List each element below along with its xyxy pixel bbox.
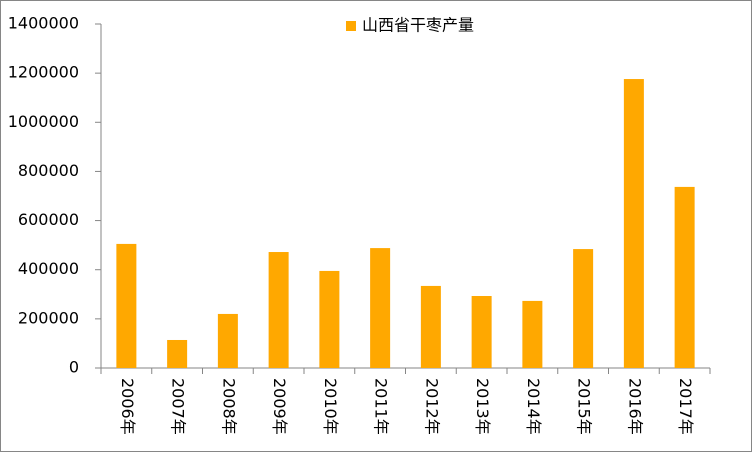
x-tick-label: 2016年 bbox=[625, 378, 644, 435]
bar bbox=[167, 339, 188, 368]
x-tick-label: 2007年 bbox=[169, 378, 188, 435]
y-tick-label: 0 bbox=[69, 358, 79, 377]
x-tick-label: 2006年 bbox=[118, 378, 137, 435]
x-tick-label: 2008年 bbox=[219, 378, 238, 435]
y-tick-label: 1000000 bbox=[8, 112, 79, 131]
x-tick-label: 2014年 bbox=[524, 378, 543, 435]
bar bbox=[522, 300, 543, 368]
bar bbox=[370, 248, 391, 368]
bar bbox=[674, 186, 695, 368]
y-tick-label: 1400000 bbox=[8, 14, 79, 33]
legend-label: 山西省干枣产量 bbox=[362, 16, 474, 35]
bar bbox=[268, 252, 289, 368]
x-tick-label: 2012年 bbox=[422, 378, 441, 435]
y-tick-label: 600000 bbox=[18, 210, 79, 229]
bar bbox=[319, 270, 340, 368]
y-tick-label: 1200000 bbox=[8, 63, 79, 82]
legend-swatch bbox=[346, 21, 356, 31]
bar bbox=[471, 296, 492, 368]
bar bbox=[217, 313, 238, 368]
y-tick-label: 200000 bbox=[18, 308, 79, 327]
x-tick-label: 2010年 bbox=[321, 378, 340, 435]
bar bbox=[623, 79, 644, 368]
bar bbox=[573, 249, 594, 368]
x-tick-label: 2009年 bbox=[270, 378, 289, 435]
x-tick-label: 2015年 bbox=[575, 378, 594, 435]
x-tick-label: 2013年 bbox=[473, 378, 492, 435]
bar bbox=[420, 285, 441, 368]
x-tick-label: 2017年 bbox=[676, 378, 695, 435]
x-tick-label: 2011年 bbox=[372, 378, 391, 435]
bar bbox=[116, 243, 137, 368]
y-tick-label: 800000 bbox=[18, 161, 79, 180]
y-tick-label: 400000 bbox=[18, 259, 79, 278]
